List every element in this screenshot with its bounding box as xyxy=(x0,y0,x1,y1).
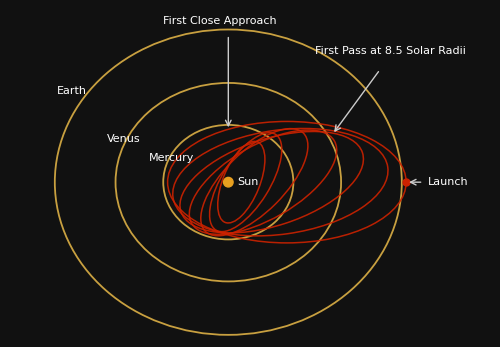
Text: Sun: Sun xyxy=(237,177,258,187)
Text: Earth: Earth xyxy=(57,86,87,96)
Text: Mercury: Mercury xyxy=(149,153,194,163)
Text: First Pass at 8.5 Solar Radii: First Pass at 8.5 Solar Radii xyxy=(315,46,466,57)
Text: Launch: Launch xyxy=(428,177,469,187)
Circle shape xyxy=(224,177,233,187)
Text: First Close Approach: First Close Approach xyxy=(163,16,277,26)
Text: Venus: Venus xyxy=(108,134,141,144)
